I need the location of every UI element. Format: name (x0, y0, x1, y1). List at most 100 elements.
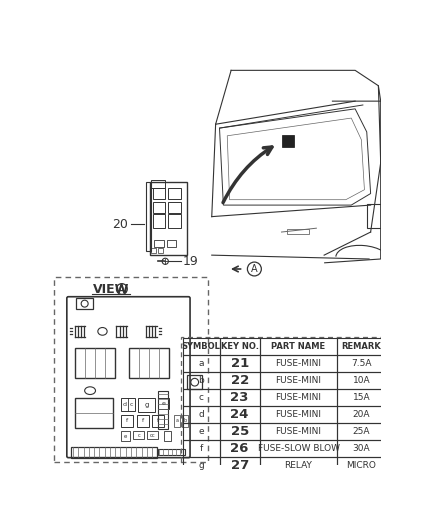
Bar (154, 240, 164, 247)
Text: 27: 27 (231, 459, 249, 472)
Text: RELAY: RELAY (285, 461, 313, 470)
Bar (134, 432, 144, 439)
Bar (183, 355, 220, 372)
Text: FUSE-MINI: FUSE-MINI (275, 359, 321, 368)
Bar (183, 389, 220, 406)
Bar (260, 406, 337, 423)
Text: e: e (162, 401, 166, 406)
Bar (55, 277, 208, 461)
Bar (168, 202, 181, 213)
Text: MICRO: MICRO (346, 461, 376, 470)
Text: SYMBOL: SYMBOL (182, 342, 221, 351)
Text: e: e (198, 427, 204, 436)
Bar (148, 432, 158, 439)
Bar (157, 390, 168, 429)
Text: KEY NO.: KEY NO. (221, 342, 258, 351)
Text: 25A: 25A (353, 427, 370, 436)
Bar (76, 298, 93, 309)
Text: c: c (129, 402, 133, 407)
Bar (220, 406, 260, 423)
Text: A: A (118, 284, 125, 293)
Bar (220, 389, 260, 406)
Bar (260, 338, 337, 355)
Text: 23: 23 (231, 391, 249, 404)
Text: 10A: 10A (352, 376, 370, 385)
Text: 21: 21 (231, 357, 249, 370)
Bar (129, 348, 169, 377)
Bar (157, 449, 184, 455)
Bar (337, 457, 385, 474)
Bar (260, 440, 337, 457)
Bar (153, 215, 165, 228)
Bar (151, 181, 165, 188)
Bar (174, 416, 180, 427)
Bar (220, 440, 260, 457)
Text: d: d (198, 410, 204, 419)
Text: FUSE-MINI: FUSE-MINI (275, 427, 321, 436)
Bar (260, 355, 337, 372)
Bar (337, 338, 385, 355)
Bar (121, 416, 134, 427)
Bar (138, 398, 155, 412)
Text: d: d (122, 402, 126, 407)
Bar (260, 372, 337, 389)
Text: g: g (198, 461, 204, 470)
Bar (337, 355, 385, 372)
Bar (187, 375, 203, 389)
Text: b: b (198, 376, 204, 385)
Bar (183, 406, 220, 423)
Bar (71, 447, 157, 458)
Bar (181, 416, 188, 427)
Bar (220, 338, 260, 355)
Bar (150, 182, 187, 255)
Text: 7.5A: 7.5A (351, 359, 371, 368)
Bar (153, 188, 165, 199)
Text: FUSE-SLOW BLOW: FUSE-SLOW BLOW (258, 444, 340, 453)
Text: c: c (137, 433, 140, 438)
Bar (337, 406, 385, 423)
Text: 30A: 30A (352, 444, 370, 453)
Text: 22: 22 (231, 374, 249, 387)
Text: FUSE-MINI: FUSE-MINI (275, 376, 321, 385)
Bar (337, 372, 385, 389)
Bar (183, 440, 220, 457)
Bar (168, 188, 181, 199)
Text: cc: cc (150, 433, 156, 438)
Bar (152, 416, 165, 427)
Bar (281, 135, 294, 147)
Bar (183, 372, 220, 389)
Text: FUSE-MINI: FUSE-MINI (275, 393, 321, 402)
Text: 15A: 15A (352, 393, 370, 402)
Bar (157, 248, 163, 253)
Text: a: a (198, 359, 204, 368)
Bar (74, 348, 115, 377)
Bar (260, 457, 337, 474)
Text: b: b (183, 418, 186, 423)
Bar (181, 337, 387, 477)
Bar (164, 432, 171, 441)
Bar (137, 416, 149, 427)
Bar (183, 338, 220, 355)
Bar (168, 215, 181, 228)
Bar (220, 355, 260, 372)
Bar (183, 423, 220, 440)
Bar (337, 440, 385, 457)
Bar (121, 398, 135, 411)
Bar (158, 398, 169, 409)
Text: 25: 25 (231, 425, 249, 438)
Bar (146, 182, 151, 251)
Text: 26: 26 (231, 442, 249, 455)
Text: e: e (124, 434, 127, 438)
Text: A: A (251, 264, 258, 274)
Text: REMARK: REMARK (341, 342, 381, 351)
Text: FUSE-MINI: FUSE-MINI (275, 410, 321, 419)
Bar (74, 398, 113, 428)
Text: f: f (157, 418, 159, 423)
Text: 20: 20 (112, 218, 128, 231)
Bar (260, 389, 337, 406)
Text: 19: 19 (182, 255, 198, 268)
Bar (337, 423, 385, 440)
Bar (367, 204, 381, 228)
Text: a: a (176, 418, 179, 423)
Text: f: f (200, 444, 203, 453)
